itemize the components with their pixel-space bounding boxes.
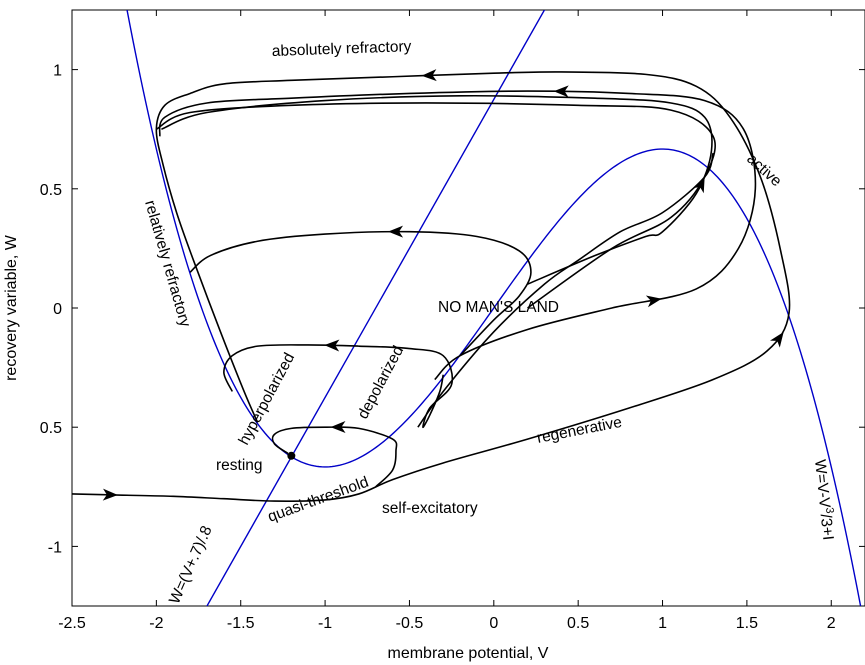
y-tick-label: 0.5 <box>40 182 62 199</box>
linear-nullcline <box>206 10 546 606</box>
plot-area <box>71 9 865 607</box>
x-tick-label: 0 <box>489 615 498 632</box>
cubic-nullcline <box>126 10 862 606</box>
trajectory-arrow <box>770 331 784 348</box>
x-tick-label: -0.5 <box>396 615 424 632</box>
x-tick-label: 1 <box>658 615 667 632</box>
trajectory-arrow <box>692 177 705 194</box>
cubic-nullcline-label-prefix: W=V-V <box>811 459 833 510</box>
trajectory-arrow <box>645 295 662 308</box>
cubic-nullcline-label-sup: 3 <box>823 507 836 514</box>
annotation-resting: resting <box>216 457 263 474</box>
y-tick-label: 0.5 <box>40 420 62 437</box>
trajectory-5 <box>189 230 532 357</box>
trajectory-arrow <box>388 225 404 238</box>
annotation-no-mans-land: NO MAN'S LAND <box>438 299 559 316</box>
resting-fixed-point <box>287 451 296 460</box>
trajectory-8 <box>417 152 714 428</box>
x-tick-label: -1 <box>318 615 332 632</box>
trajectory-arrows <box>102 69 784 501</box>
trajectory-arrow <box>102 488 118 501</box>
x-tick-label: -2.5 <box>58 615 86 632</box>
x-tick-label: 0.5 <box>567 615 589 632</box>
trajectory-3 <box>161 94 713 285</box>
trajectory-arrow <box>553 85 569 98</box>
trajectory-7 <box>271 426 398 488</box>
x-axis-label: membrane potential, V <box>388 645 549 662</box>
nullclines <box>126 10 862 606</box>
x-tick-label: -2 <box>149 615 163 632</box>
plot-frame <box>71 9 865 607</box>
annotation-self-excitatory: self-excitatory <box>382 500 478 517</box>
x-tick-label: 2 <box>827 615 836 632</box>
trajectory-arrow <box>330 420 346 433</box>
trajectory-arrow <box>421 69 437 82</box>
y-tick-label: -1 <box>48 539 62 556</box>
trajectory-arrow <box>324 339 340 352</box>
trajectory-1 <box>72 71 791 502</box>
cubic-nullcline-label-suffix: /3+I <box>817 513 837 541</box>
y-tick-label: 0 <box>53 301 62 318</box>
y-axis-label: recovery variable, W <box>3 234 20 381</box>
x-tick-label: 1.5 <box>736 615 758 632</box>
trajectory-2 <box>158 90 757 381</box>
trajectory-6 <box>223 344 454 429</box>
axis-ticks: -2.5 -2 -1.5 -1 -0.5 0 0.5 1 1.5 2 1 0.5 0 0.5 -1 <box>40 10 865 632</box>
y-tick-label: 1 <box>53 63 62 80</box>
cubic-nullcline-label: W=V-V3/3+I <box>811 458 838 541</box>
trajectories <box>72 71 791 502</box>
trajectory-4 <box>155 102 716 309</box>
x-tick-label: -1.5 <box>227 615 255 632</box>
annotation-absolutely-refractory: absolutely refractory <box>272 38 412 60</box>
